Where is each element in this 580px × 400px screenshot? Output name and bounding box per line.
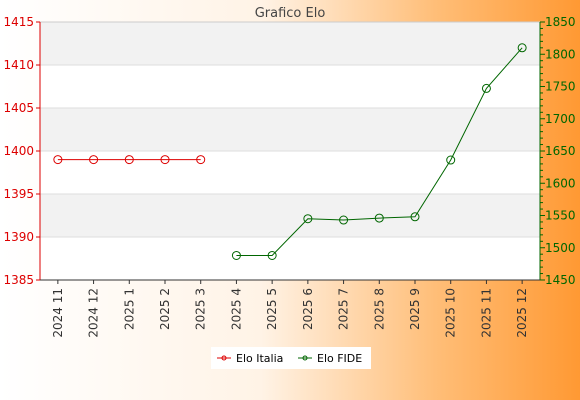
legend-swatch-marker [221,355,227,361]
x-tick-label: 2025 5 [265,288,279,330]
series-point-1 [517,43,527,53]
legend: Elo Italia Elo FIDE [211,347,371,369]
series-point-1 [374,213,384,223]
y-left-tick-label: 1395 [3,187,34,201]
y-right-tick-label: 1800 [545,47,576,61]
series-point-0 [124,155,134,165]
grid-band [40,22,540,65]
y-right-tick-label: 1650 [545,144,576,158]
series-point-0 [160,155,170,165]
y-right-tick-label: 1500 [545,241,576,255]
x-tick-label: 2025 9 [408,288,422,330]
y-right-tick-label: 1750 [545,80,576,94]
series-point-1 [481,83,491,93]
x-tick-label: 2025 2 [158,288,172,330]
legend-swatch-marker [302,355,308,361]
series-point-1 [303,214,313,224]
y-right-tick-label: 1850 [545,15,576,29]
y-right-tick-label: 1550 [545,209,576,223]
series-line-1 [236,47,523,256]
plot-area: 1385 1390 1395 1400 1405 1410 1415 1450 1500 1550… [3,15,575,338]
legend-label: Elo Italia [236,352,283,365]
x-tick-label: 2024 11 [51,288,65,338]
series-point-1 [267,250,277,260]
x-tick-label: 2025 3 [194,288,208,330]
grid-band [40,108,540,151]
y-right-tick-label: 1700 [545,112,576,126]
y-left-tick-label: 1405 [3,101,34,115]
x-tick-label: 2025 8 [372,288,386,330]
series-point-0 [196,155,206,165]
x-tick-label: 2025 6 [301,288,315,330]
series-point-0 [89,155,99,165]
x-tick-label: 2025 7 [337,288,351,330]
y-left-tick-label: 1410 [3,58,34,72]
series-point-1 [410,212,420,222]
y-left-tick-label: 1415 [3,15,34,29]
series-point-1 [339,215,349,225]
y-left-tick-label: 1385 [3,273,34,287]
legend-box [211,347,371,369]
x-tick-label: 2025 10 [444,288,458,338]
chart-title: Grafico Elo [255,6,326,21]
x-tick-label: 2024 12 [87,288,101,338]
y-right-tick-label: 1450 [545,273,576,287]
grid-band [40,194,540,237]
x-tick-label: 2025 4 [229,288,243,330]
y-left-tick-label: 1390 [3,230,34,244]
legend-label: Elo FIDE [317,352,362,365]
series-point-1 [231,250,241,260]
x-tick-label: 2025 12 [515,288,529,338]
y-right-tick-label: 1600 [545,176,576,190]
x-tick-label: 2025 1 [122,288,136,330]
y-left-tick-label: 1400 [3,144,34,158]
series-point-1 [446,155,456,165]
x-tick-label: 2025 11 [479,288,493,338]
series-point-0 [53,155,63,165]
